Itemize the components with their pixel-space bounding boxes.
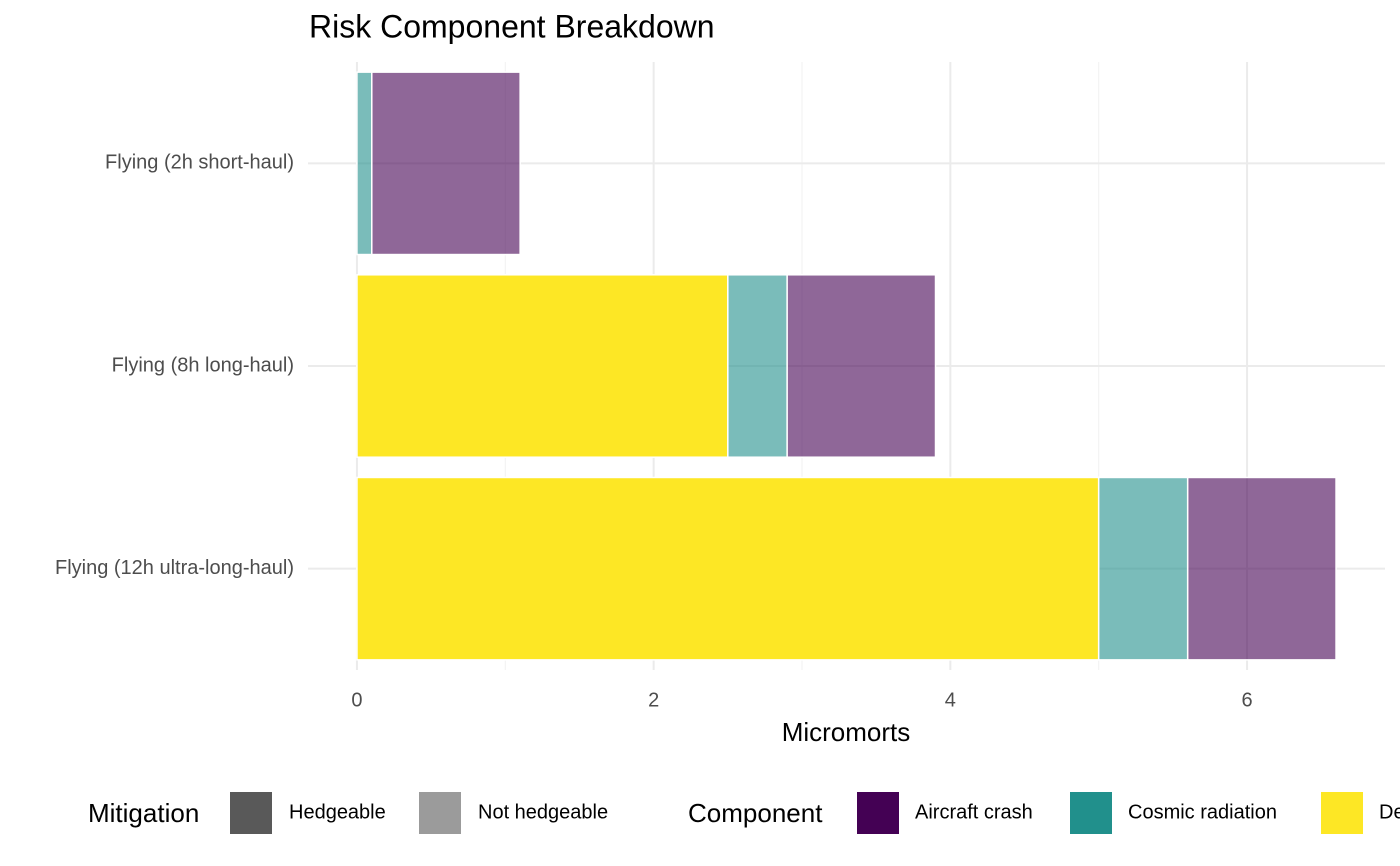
bar xyxy=(786,274,937,458)
bar xyxy=(371,71,521,256)
bar xyxy=(727,274,788,458)
bar xyxy=(356,476,1100,661)
legend-label: Cosmic radiation xyxy=(1128,801,1277,823)
legend-label: Not hedgeable xyxy=(478,801,608,823)
legend-label: Aircraft crash xyxy=(915,801,1033,823)
x-tick-label: 6 xyxy=(1241,689,1252,711)
chart-title: Risk Component Breakdown xyxy=(309,8,715,44)
bar xyxy=(356,71,373,256)
legend-key xyxy=(419,792,461,834)
bar xyxy=(356,274,729,458)
legend-title: Mitigation xyxy=(88,798,199,828)
x-axis-title: Micromorts xyxy=(782,717,911,747)
legend-key xyxy=(1321,792,1363,834)
legend-label: Deep vein thrombosis xyxy=(1379,801,1400,823)
legend-key xyxy=(230,792,272,834)
legend-key xyxy=(1070,792,1112,834)
x-tick-label: 0 xyxy=(351,689,362,711)
x-tick-label: 4 xyxy=(945,689,956,711)
y-tick-label: Flying (12h ultra-long-haul) xyxy=(55,557,294,579)
legend-title: Component xyxy=(688,798,823,828)
bar xyxy=(1186,476,1337,661)
bar xyxy=(1097,476,1189,661)
y-tick-label: Flying (2h short-haul) xyxy=(105,152,294,174)
x-tick-label: 2 xyxy=(648,689,659,711)
legend-label: Hedgeable xyxy=(289,801,386,823)
legend-key xyxy=(857,792,899,834)
y-tick-label: Flying (8h long-haul) xyxy=(112,354,294,376)
